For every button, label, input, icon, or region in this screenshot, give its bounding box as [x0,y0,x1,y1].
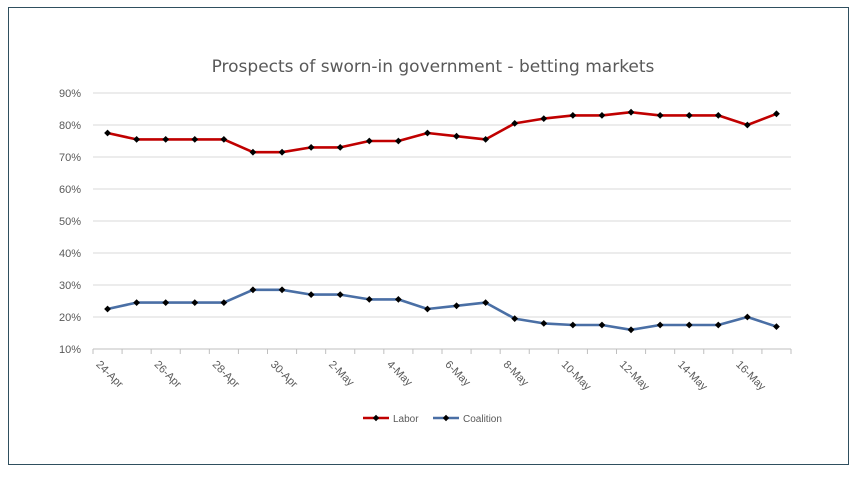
data-point [453,302,460,310]
series-labor [104,108,780,156]
data-point [482,299,490,306]
data-point [394,137,402,145]
data-point [104,129,111,137]
x-tick-label: 14-May [675,359,710,394]
data-point [453,132,460,140]
y-tick-label: 60% [59,184,81,196]
data-point [278,148,286,156]
data-point [133,136,141,143]
data-point [482,136,490,143]
series-line-coalition [107,288,777,332]
x-tick-label: 2-May [326,359,356,389]
data-point [743,121,751,129]
legend-marker [372,414,380,422]
data-point [336,291,344,298]
data-point [191,136,199,143]
y-tick-label: 70% [59,152,81,164]
data-point [307,144,315,151]
legend-marker [442,414,450,422]
data-point [714,321,722,329]
data-point [191,299,199,306]
data-point [220,136,228,143]
legend-item-labor: Labor [363,414,419,425]
data-point [743,313,751,321]
x-tick-label: 28-Apr [210,359,242,391]
x-tick-label: 16-May [733,359,768,394]
data-point [627,108,635,116]
data-point [365,296,373,303]
data-point [656,321,664,329]
y-tick-label: 40% [59,248,81,260]
data-point [278,286,286,294]
data-point [656,112,664,119]
legend: Labor Coalition [363,414,502,425]
data-point [424,129,431,137]
x-tick-label: 6-May [442,359,472,389]
series-layer [104,108,780,334]
legend-label: Labor [393,414,419,425]
legend-label: Coalition [463,414,502,425]
data-point [773,323,780,330]
y-tick-label: 80% [59,120,81,132]
x-tick-label: 10-May [559,359,594,394]
chart-svg: Prospects of sworn-in government - betti… [59,57,792,425]
data-point [714,112,722,119]
data-point [598,321,606,329]
data-point [249,148,257,156]
chart-frame: Prospects of sworn-in government - betti… [8,7,849,465]
data-point [336,144,344,151]
data-point [104,305,111,313]
data-point [307,291,315,298]
y-tick-label: 90% [59,88,81,100]
data-point [540,320,548,327]
data-point [540,115,548,122]
data-point [365,137,373,145]
data-point [627,326,635,334]
data-point [162,299,170,306]
data-point [249,286,257,294]
y-tick-label: 30% [59,280,81,292]
data-point [569,112,577,119]
legend-item-coalition: Coalition [433,414,502,425]
data-point [773,110,780,118]
grid-layer [93,92,791,350]
x-tick-label: 30-Apr [268,359,300,391]
series-line-labor [107,110,777,154]
y-tick-label: 10% [59,344,81,356]
data-point [162,136,170,143]
data-point [598,112,606,119]
x-tick-label: 26-Apr [152,359,184,391]
x-tick-label: 24-Apr [93,359,125,391]
x-tick-label: 12-May [617,359,652,394]
y-tick-label: 50% [59,216,81,228]
y-tick-label: 20% [59,312,81,324]
x-tick-label: 4-May [384,359,414,389]
data-point [394,296,402,303]
data-point [569,321,577,329]
data-point [511,120,519,127]
chart-title: Prospects of sworn-in government - betti… [212,57,655,77]
data-point [685,321,693,329]
data-point [220,299,228,306]
series-coalition [104,286,780,334]
data-point [424,305,431,313]
data-point [133,299,141,306]
data-point [685,112,693,119]
x-tick-label: 8-May [501,359,531,389]
